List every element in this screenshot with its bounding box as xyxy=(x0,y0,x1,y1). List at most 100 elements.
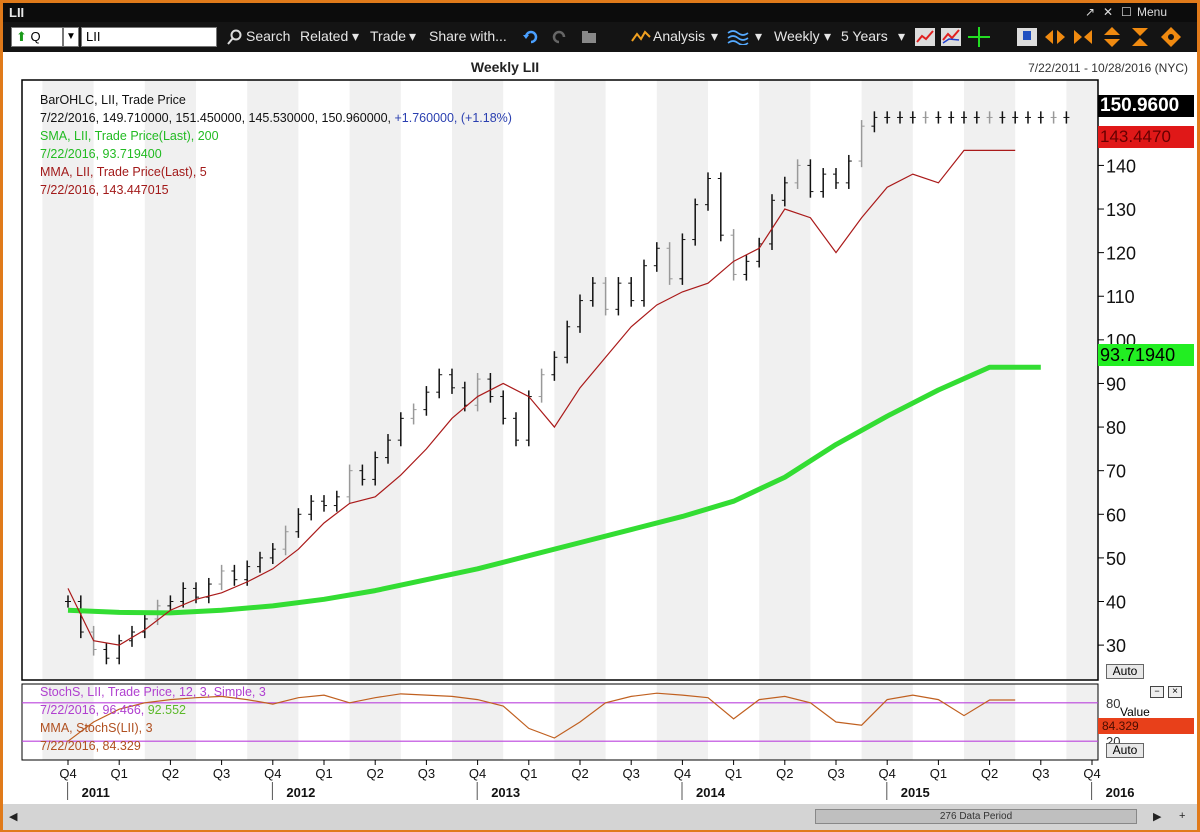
studies-chevron-icon: ▾ xyxy=(755,28,763,44)
x-quarter-label: Q2 xyxy=(367,766,384,781)
chart-title: Weekly LII xyxy=(470,59,540,75)
toolbar: ⬆ Q ▼ LII Search Related ▾ Trade ▾ Share… xyxy=(3,22,1197,52)
symbol-input[interactable]: LII xyxy=(81,27,217,47)
range-selector[interactable]: 5 Years xyxy=(841,28,888,44)
chevron-down-icon[interactable]: ▼ xyxy=(63,27,79,47)
search-button[interactable]: Search xyxy=(246,28,291,44)
quarter-band xyxy=(144,80,196,680)
search-icon[interactable] xyxy=(227,29,243,45)
symbol-type-selector[interactable]: ⬆ Q xyxy=(11,27,63,47)
analysis-chevron-icon: ▾ xyxy=(711,28,719,44)
scroll-left-icon[interactable]: ◀ xyxy=(9,811,18,823)
related-chevron-icon: ▾ xyxy=(352,28,360,44)
quarter-band xyxy=(554,80,606,680)
x-year-label: 2013 xyxy=(491,785,520,800)
crosshair-icon[interactable] xyxy=(968,27,990,47)
y-tick-label: 130 xyxy=(1106,200,1136,220)
x-year-label: 2011 xyxy=(82,785,110,800)
analysis-icon[interactable] xyxy=(631,29,651,45)
scroll-left-right-icon[interactable] xyxy=(1045,29,1065,45)
scroll-right-icon[interactable]: ▶ xyxy=(1153,811,1162,823)
trade-chevron-icon: ▾ xyxy=(409,28,417,44)
y-tick-label: 30 xyxy=(1106,636,1126,656)
x-quarter-label: Q4 xyxy=(469,766,486,781)
legend-mma-value: 7/22/2016, 143.447015 xyxy=(40,183,169,197)
stoch-quarter-band xyxy=(247,684,299,760)
x-quarter-label: Q3 xyxy=(213,766,230,781)
chart-type-icon[interactable] xyxy=(915,28,935,46)
quarter-band xyxy=(759,80,811,680)
folder-icon[interactable] xyxy=(581,29,597,45)
period-selector[interactable]: Weekly xyxy=(774,28,820,44)
legend-mma-title: MMA, LII, Trade Price(Last), 5 xyxy=(40,165,207,179)
analysis-menu[interactable]: Analysis xyxy=(653,28,706,44)
quarter-band xyxy=(349,80,401,680)
related-menu[interactable]: Related xyxy=(300,28,349,44)
stoch-quarter-band xyxy=(964,684,1016,760)
time-scrollbar[interactable]: ◀ 276 Data Period ▶ + xyxy=(3,804,1197,830)
legend-ohlc-change: +1.760000, (+1.18%) xyxy=(394,111,512,125)
share-with-menu[interactable]: Share with... xyxy=(429,28,507,44)
popout-icon[interactable]: ↗ xyxy=(1085,5,1096,19)
y-tick-label: 50 xyxy=(1106,549,1126,569)
x-quarter-label: Q1 xyxy=(725,766,742,781)
x-quarter-label: Q2 xyxy=(162,766,179,781)
sma-line xyxy=(67,364,1041,616)
studies-icon[interactable] xyxy=(727,29,749,45)
auto-scale-button[interactable]: Auto xyxy=(1106,664,1144,679)
x-quarter-label: Q4 xyxy=(879,766,896,781)
maximize-icon[interactable]: ☐ xyxy=(1121,5,1132,19)
price-plot-border xyxy=(21,79,1099,681)
y-tick-label: 60 xyxy=(1106,505,1126,525)
undo-icon[interactable] xyxy=(523,29,539,45)
quarter-band xyxy=(656,80,708,680)
legend-sma-title: SMA, LII, Trade Price(Last), 200 xyxy=(40,129,219,143)
stoch-mma-title: MMA, StochS(LII), 3 xyxy=(40,721,153,735)
legend-ohlc-numbers: 7/22/2016, 149.710000, 151.450000, 145.5… xyxy=(40,111,395,125)
x-quarter-label: Q3 xyxy=(623,766,640,781)
legend-ohlc-values: 7/22/2016, 149.710000, 151.450000, 145.5… xyxy=(40,111,512,125)
close-icon[interactable]: ✕ xyxy=(1103,5,1114,19)
x-quarter-label: Q4 xyxy=(59,766,76,781)
y-tick-label: 70 xyxy=(1106,462,1126,482)
panel-close-icon[interactable]: × xyxy=(1168,686,1182,698)
quarter-band xyxy=(964,80,1016,680)
y-tick-label: 120 xyxy=(1106,244,1136,264)
up-arrow-icon: ⬆ xyxy=(16,29,27,44)
compress-icon[interactable] xyxy=(1073,29,1093,45)
scroll-thumb[interactable]: 276 Data Period xyxy=(815,809,1137,824)
stoch-scale-label: 80 xyxy=(1106,696,1120,711)
quarter-band xyxy=(1066,80,1098,680)
x-year-label: 2012 xyxy=(286,785,315,800)
scroll-plus-icon[interactable]: + xyxy=(1179,810,1186,822)
panel-minimize-icon[interactable]: − xyxy=(1150,686,1164,698)
scroll-up-down-icon[interactable] xyxy=(1103,27,1121,47)
date-range: 7/22/2011 - 10/28/2016 (NYC) xyxy=(1028,61,1188,75)
layout-icon[interactable] xyxy=(1017,28,1037,46)
stoch-quarter-band xyxy=(759,684,811,760)
compare-icon[interactable] xyxy=(941,28,961,46)
expand-icon[interactable] xyxy=(1131,27,1149,47)
x-quarter-label: Q4 xyxy=(674,766,691,781)
redo-icon[interactable] xyxy=(551,29,567,45)
x-quarter-label: Q3 xyxy=(418,766,435,781)
stoch-quarter-band xyxy=(1066,684,1098,760)
quarter-band xyxy=(247,80,299,680)
range-chevron-icon: ▾ xyxy=(898,28,906,44)
menu-button[interactable]: Menu xyxy=(1137,5,1168,19)
x-quarter-label: Q4 xyxy=(1083,766,1100,781)
trade-menu[interactable]: Trade xyxy=(370,28,407,44)
symbol-type-label: Q xyxy=(30,29,41,44)
settings-icon[interactable] xyxy=(1161,27,1181,47)
x-quarter-label: Q2 xyxy=(981,766,998,781)
stoch-auto-button[interactable]: Auto xyxy=(1106,743,1144,758)
x-quarter-label: Q1 xyxy=(111,766,128,781)
window-title: LII xyxy=(9,5,25,20)
x-quarter-label: Q1 xyxy=(315,766,332,781)
x-year-label: 2015 xyxy=(901,785,930,800)
x-quarter-label: Q2 xyxy=(776,766,793,781)
quarter-band xyxy=(861,80,913,680)
stoch-quarter-band xyxy=(861,684,913,760)
stoch-quarter-band xyxy=(144,684,196,760)
